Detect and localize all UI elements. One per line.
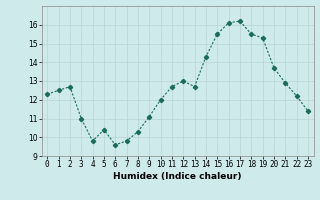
X-axis label: Humidex (Indice chaleur): Humidex (Indice chaleur) [113, 172, 242, 181]
